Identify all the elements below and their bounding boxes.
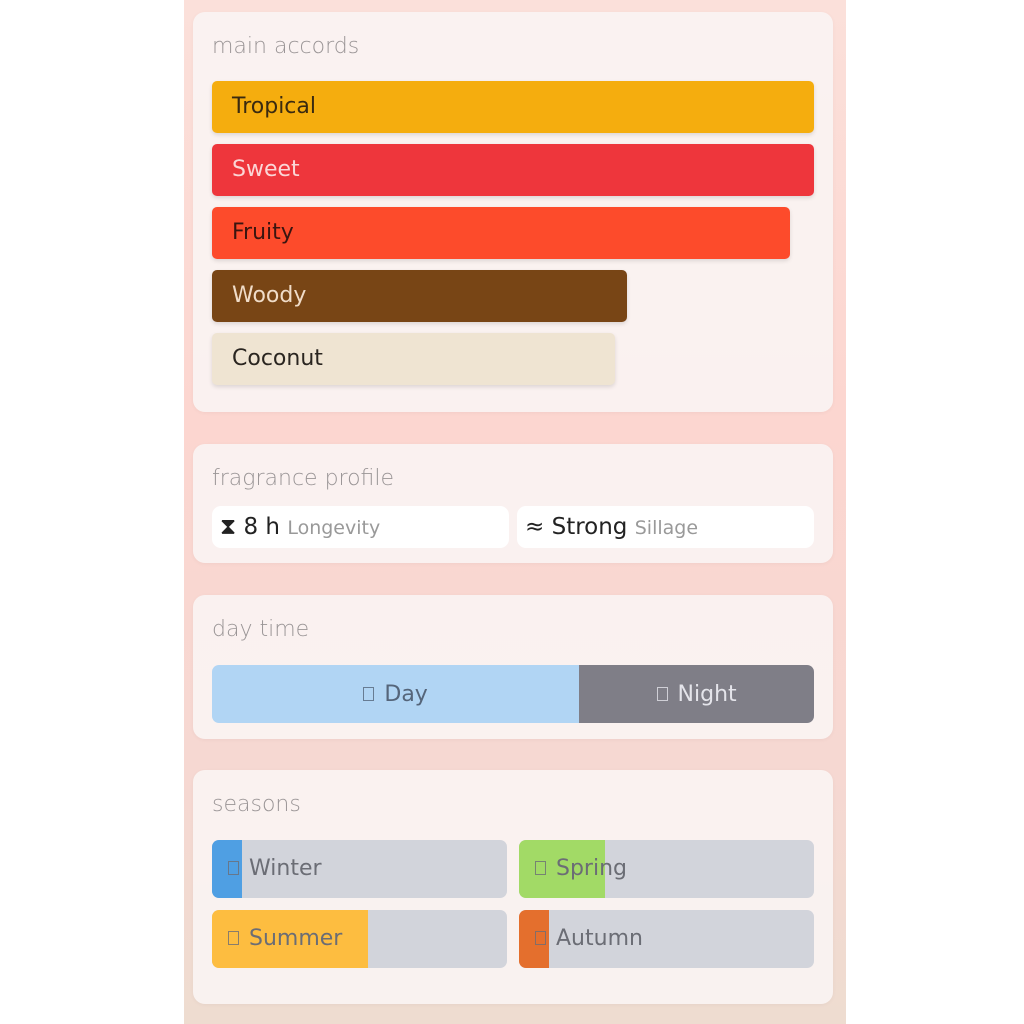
season-icon	[228, 861, 239, 875]
season-bar-summer: Summer	[212, 910, 507, 968]
day-label: Day	[384, 681, 428, 707]
hourglass-icon: ⧗	[220, 514, 237, 540]
section-title: fragrance profile	[212, 466, 395, 491]
season-label: Winter	[228, 840, 322, 898]
longevity-pill: ⧗ 8 h Longevity	[212, 506, 509, 548]
night-label: Night	[677, 681, 737, 707]
seasons-card: seasons Winter Spring Summer Autumn	[193, 770, 833, 1004]
season-label-text: Summer	[249, 926, 343, 951]
sillage-pill: ≈ Strong Sillage	[517, 506, 814, 548]
waves-icon: ≈	[525, 514, 545, 540]
season-label: Summer	[228, 910, 342, 968]
season-label: Autumn	[535, 910, 643, 968]
accord-bar-fruity: Fruity	[212, 207, 790, 259]
accord-bar-sweet: Sweet	[212, 144, 814, 196]
season-label-text: Spring	[556, 856, 627, 881]
season-label-text: Winter	[249, 856, 322, 881]
season-bar-spring: Spring	[519, 840, 814, 898]
day-time-card: day time Day Night	[193, 595, 833, 739]
longevity-label: Longevity	[287, 517, 381, 539]
accord-bar-tropical: Tropical	[212, 81, 814, 133]
day-segment: Day	[212, 665, 580, 723]
fragrance-profile-card: fragrance profile ⧗ 8 h Longevity ≈ Stro…	[193, 444, 833, 563]
sillage-value: Strong	[551, 514, 628, 540]
content-column: main accords Tropical Sweet Fruity Woody Coc…	[184, 0, 846, 1024]
sillage-label: Sillage	[634, 517, 699, 539]
accord-bar-woody: Woody	[212, 270, 628, 322]
section-title: main accords	[212, 34, 360, 59]
section-title: seasons	[212, 792, 301, 817]
accord-bar-coconut: Coconut	[212, 333, 616, 385]
season-icon	[535, 931, 546, 945]
section-title: day time	[212, 617, 310, 642]
moon-icon	[656, 687, 668, 701]
day-night-bar: Day Night	[212, 665, 814, 723]
main-accords-card: main accords Tropical Sweet Fruity Woody Coc…	[193, 12, 833, 412]
season-fill	[519, 840, 605, 898]
longevity-value: 8 h	[243, 514, 280, 540]
night-segment: Night	[579, 665, 814, 723]
season-bar-autumn: Autumn	[519, 910, 814, 968]
season-fill	[212, 840, 242, 898]
season-label-text: Autumn	[556, 926, 643, 951]
sun-icon	[363, 687, 375, 701]
season-icon	[535, 861, 546, 875]
season-label: Spring	[535, 840, 627, 898]
season-fill	[519, 910, 549, 968]
season-icon	[228, 931, 239, 945]
season-bar-winter: Winter	[212, 840, 507, 898]
